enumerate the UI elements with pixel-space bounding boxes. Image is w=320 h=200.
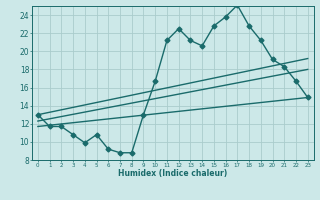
X-axis label: Humidex (Indice chaleur): Humidex (Indice chaleur) xyxy=(118,169,228,178)
